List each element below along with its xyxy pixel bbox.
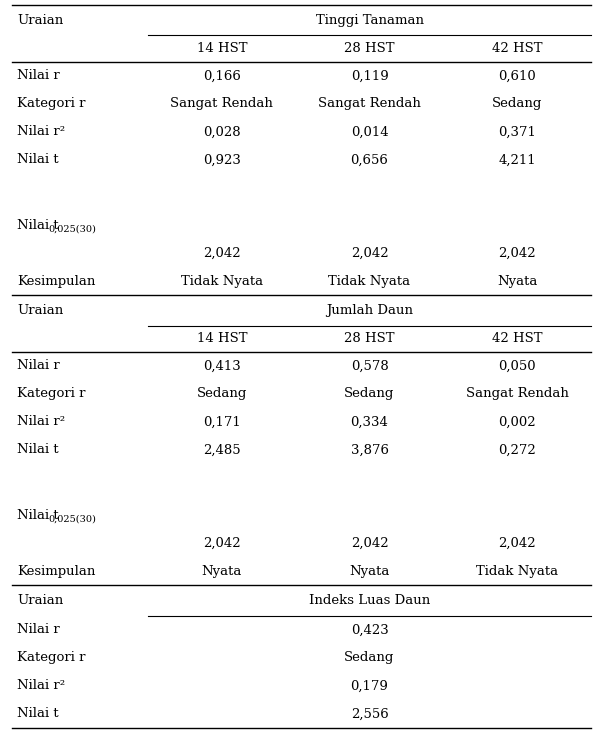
Text: Nilai t: Nilai t — [17, 218, 58, 232]
Text: 0,656: 0,656 — [350, 153, 388, 166]
Text: 0,371: 0,371 — [498, 125, 536, 139]
Text: 0,423: 0,423 — [350, 623, 388, 636]
Text: Sangat Rendah: Sangat Rendah — [171, 97, 273, 110]
Text: Sedang: Sedang — [197, 388, 247, 400]
Text: 14 HST: 14 HST — [197, 42, 247, 55]
Text: Tidak Nyata: Tidak Nyata — [181, 275, 263, 288]
Text: Nilai t: Nilai t — [17, 443, 58, 457]
Text: 0,119: 0,119 — [350, 70, 388, 82]
Text: Nilai t: Nilai t — [17, 509, 58, 522]
Text: 0,413: 0,413 — [203, 359, 241, 372]
Text: 28 HST: 28 HST — [344, 42, 395, 55]
Text: 0,923: 0,923 — [203, 153, 241, 166]
Text: Sangat Rendah: Sangat Rendah — [318, 97, 421, 110]
Text: Nilai r: Nilai r — [17, 359, 60, 372]
Text: 0,272: 0,272 — [498, 443, 536, 457]
Text: 2,042: 2,042 — [498, 537, 536, 550]
Text: 2,485: 2,485 — [203, 443, 241, 457]
Text: 2,042: 2,042 — [351, 247, 388, 259]
Text: Sangat Rendah: Sangat Rendah — [466, 388, 569, 400]
Text: Nyata: Nyata — [497, 275, 537, 288]
Text: 3,876: 3,876 — [350, 443, 388, 457]
Text: 2,042: 2,042 — [498, 247, 536, 259]
Text: Nilai t: Nilai t — [17, 707, 58, 721]
Text: 0,179: 0,179 — [350, 679, 388, 693]
Text: Tinggi Tanaman: Tinggi Tanaman — [315, 14, 423, 27]
Text: Nilai r²: Nilai r² — [17, 416, 65, 429]
Text: Uraian: Uraian — [17, 304, 63, 317]
Text: 2,042: 2,042 — [203, 247, 241, 259]
Text: Tidak Nyata: Tidak Nyata — [476, 565, 558, 578]
Text: Tidak Nyata: Tidak Nyata — [329, 275, 411, 288]
Text: 0,025(30): 0,025(30) — [48, 515, 96, 523]
Text: Kesimpulan: Kesimpulan — [17, 565, 95, 578]
Text: 28 HST: 28 HST — [344, 332, 395, 345]
Text: Indeks Luas Daun: Indeks Luas Daun — [309, 594, 430, 607]
Text: Nilai r²: Nilai r² — [17, 125, 65, 139]
Text: 0,028: 0,028 — [203, 125, 241, 139]
Text: Kesimpulan: Kesimpulan — [17, 275, 95, 288]
Text: 4,211: 4,211 — [498, 153, 536, 166]
Text: 2,042: 2,042 — [351, 537, 388, 550]
Text: Uraian: Uraian — [17, 594, 63, 607]
Text: Jumlah Daun: Jumlah Daun — [326, 304, 413, 317]
Text: 2,556: 2,556 — [350, 707, 388, 721]
Text: 14 HST: 14 HST — [197, 332, 247, 345]
Text: Nilai r: Nilai r — [17, 623, 60, 636]
Text: Nilai t: Nilai t — [17, 153, 58, 166]
Text: Nyata: Nyata — [202, 565, 242, 578]
Text: Sedang: Sedang — [492, 97, 542, 110]
Text: 0,166: 0,166 — [203, 70, 241, 82]
Text: 0,014: 0,014 — [351, 125, 388, 139]
Text: 0,578: 0,578 — [350, 359, 388, 372]
Text: 0,610: 0,610 — [498, 70, 536, 82]
Text: Uraian: Uraian — [17, 14, 63, 27]
Text: Nilai r²: Nilai r² — [17, 679, 65, 693]
Text: Sedang: Sedang — [344, 388, 395, 400]
Text: Nilai r: Nilai r — [17, 70, 60, 82]
Text: Kategori r: Kategori r — [17, 388, 86, 400]
Text: 0,171: 0,171 — [203, 416, 241, 429]
Text: Nyata: Nyata — [349, 565, 390, 578]
Text: Kategori r: Kategori r — [17, 652, 86, 664]
Text: 42 HST: 42 HST — [492, 42, 542, 55]
Text: 0,002: 0,002 — [498, 416, 536, 429]
Text: 0,025(30): 0,025(30) — [48, 224, 96, 233]
Text: Sedang: Sedang — [344, 652, 395, 664]
Text: Kategori r: Kategori r — [17, 97, 86, 110]
Text: 0,050: 0,050 — [498, 359, 536, 372]
Text: 42 HST: 42 HST — [492, 332, 542, 345]
Text: 2,042: 2,042 — [203, 537, 241, 550]
Text: 0,334: 0,334 — [350, 416, 388, 429]
